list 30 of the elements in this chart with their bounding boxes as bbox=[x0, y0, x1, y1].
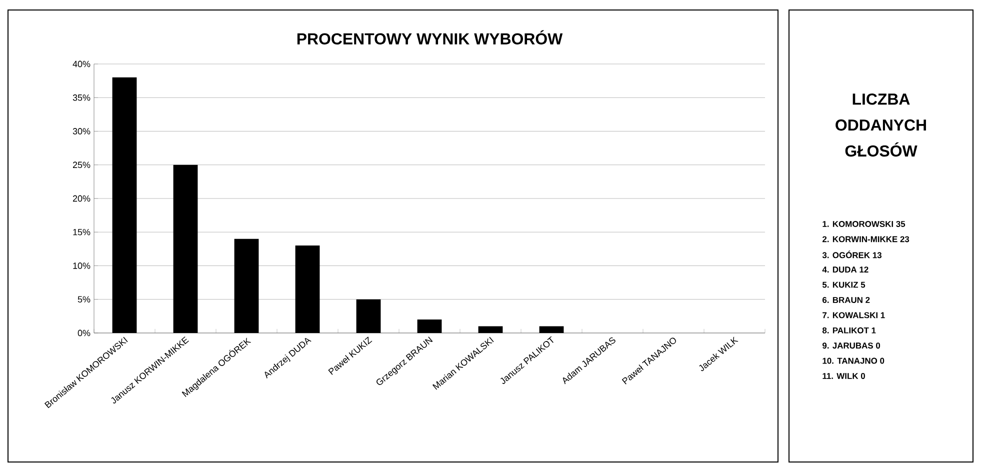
chart-title: PROCENTOWY WYNIK WYBORÓW bbox=[297, 30, 563, 44]
y-tick-label: 5% bbox=[78, 296, 90, 303]
text: 3. OGÓREK 13 bbox=[822, 250, 882, 258]
y-tick-label: 20% bbox=[72, 195, 90, 202]
text: 1. KOMOROWSKI 35 bbox=[822, 220, 906, 227]
bar bbox=[539, 326, 564, 333]
y-tick-label: 0% bbox=[78, 330, 90, 336]
bar bbox=[356, 299, 381, 333]
y-tick-label: 30% bbox=[72, 128, 90, 134]
text: 5. KUKIZ 5 bbox=[822, 282, 866, 288]
text: LICZBA ODDANYCH GŁOSÓW bbox=[836, 94, 926, 157]
bar bbox=[112, 77, 137, 333]
text: 10. TANAJNO 0 bbox=[822, 358, 884, 364]
bar bbox=[478, 326, 503, 333]
y-tick-label: 10% bbox=[73, 262, 90, 269]
text: 11. WILK 0 bbox=[822, 372, 865, 379]
y-tick-label: 25% bbox=[72, 162, 90, 168]
bar bbox=[417, 320, 442, 333]
y-tick-label: 15% bbox=[73, 228, 90, 236]
bar bbox=[173, 164, 198, 333]
text: 4. DUDA 12 bbox=[822, 266, 868, 273]
y-tick-label: 40% bbox=[72, 60, 90, 68]
text: 6. BRAUN 2 bbox=[822, 296, 870, 303]
text: 9. JARUBAS 0 bbox=[822, 342, 880, 349]
bar bbox=[295, 246, 320, 333]
y-tick-label: 35% bbox=[72, 94, 90, 101]
text: 8. PALIKOT 1 bbox=[822, 327, 876, 334]
text: 7. KOWALSKI 1 bbox=[822, 312, 885, 318]
text: 2. KORWIN-MIKKE 23 bbox=[822, 236, 910, 242]
bar bbox=[234, 238, 259, 333]
